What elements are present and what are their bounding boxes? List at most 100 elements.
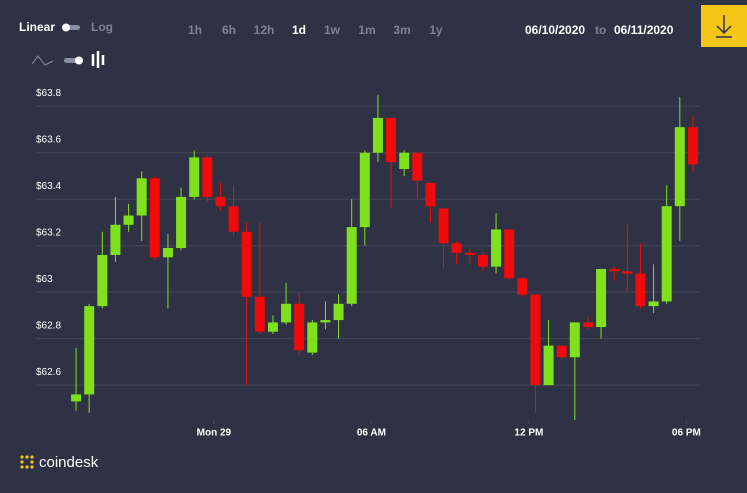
candle [477, 252, 488, 272]
download-icon [716, 15, 732, 38]
candle-body [110, 224, 121, 255]
candle [71, 347, 82, 411]
candle-body [123, 215, 134, 225]
candle [569, 322, 580, 420]
y-tick-label: $62.6 [36, 367, 61, 378]
candle-body [254, 296, 265, 332]
x-tick-label: 06 AM [357, 428, 386, 439]
candle [97, 231, 108, 309]
candle [556, 345, 567, 360]
candle-body [661, 206, 672, 302]
candle-body [136, 178, 147, 216]
candle [635, 243, 646, 309]
candle [241, 222, 252, 386]
candle-body [97, 255, 108, 307]
candle [320, 301, 331, 330]
download-button[interactable] [701, 5, 747, 47]
candle [543, 320, 554, 386]
candle-body [320, 320, 331, 323]
range-button[interactable]: 1d [292, 23, 306, 37]
candle [386, 117, 397, 209]
candle [372, 94, 383, 163]
candle-body [477, 255, 488, 267]
candle-icon[interactable] [91, 51, 105, 68]
candle-body [635, 273, 646, 307]
range-button[interactable]: 1w [324, 23, 341, 37]
candle [687, 115, 698, 172]
candle [228, 185, 239, 237]
date-from[interactable]: 06/10/2020 [525, 23, 585, 37]
log-label[interactable]: Log [91, 20, 113, 34]
candle [425, 182, 436, 223]
candle [136, 171, 147, 242]
candle-body [241, 231, 252, 297]
candle-body [176, 196, 187, 249]
candle-body [162, 248, 173, 258]
candle [123, 203, 134, 232]
candle [491, 213, 502, 274]
candle [333, 294, 344, 339]
y-tick-label: $62.8 [36, 320, 61, 331]
candle-body [517, 278, 528, 295]
candle [189, 150, 200, 200]
candle [661, 185, 672, 304]
scale-toggle[interactable] [62, 23, 80, 32]
candle [176, 187, 187, 251]
line-icon[interactable] [31, 55, 54, 66]
candle [438, 208, 449, 269]
candle [517, 278, 528, 297]
candle-body [215, 196, 226, 207]
y-tick-label: $63.4 [36, 181, 61, 192]
candle [294, 292, 305, 355]
candle-body [307, 322, 318, 353]
candle [609, 266, 620, 281]
range-button[interactable]: 1h [188, 23, 202, 37]
candle-body [359, 152, 370, 228]
candle [451, 241, 462, 265]
range-button[interactable]: 1y [429, 23, 443, 37]
candle-body [399, 152, 410, 170]
candle-body [346, 227, 357, 304]
candle [582, 315, 593, 330]
candle-body [674, 127, 685, 207]
candle [622, 224, 633, 293]
candle-body [438, 208, 449, 244]
candle-body [569, 322, 580, 358]
candle [149, 175, 160, 260]
candle [84, 303, 95, 414]
range-button[interactable]: 3m [393, 23, 410, 37]
candle-body [596, 268, 607, 328]
y-tick-label: $63 [36, 274, 53, 285]
candle-body [372, 117, 383, 153]
candle-body [543, 345, 554, 386]
candle-body [530, 294, 541, 386]
y-tick-label: $63.8 [36, 88, 61, 99]
candle-body [609, 268, 620, 272]
candle [281, 282, 292, 325]
candle [359, 150, 370, 246]
candle [267, 315, 278, 335]
candle [307, 320, 318, 355]
date-to[interactable]: 06/11/2020 [614, 23, 674, 37]
range-button[interactable]: 1m [358, 23, 375, 37]
candle [464, 248, 475, 265]
candle-body [281, 303, 292, 323]
candle-body [149, 178, 160, 258]
candle [504, 229, 515, 281]
candle [110, 196, 121, 262]
range-button[interactable]: 6h [222, 23, 236, 37]
candle [399, 150, 410, 176]
candle-body [333, 303, 344, 321]
candle [674, 96, 685, 242]
candle [596, 268, 607, 339]
candle [530, 294, 541, 414]
toggle-knob [62, 23, 70, 32]
type-toggle[interactable] [64, 56, 83, 65]
candle-body [228, 206, 239, 232]
y-tick-label: $63.2 [36, 227, 61, 238]
range-button[interactable]: 12h [254, 23, 275, 37]
linear-label[interactable]: Linear [19, 20, 55, 34]
brand-logo: coindesk [20, 454, 99, 471]
candle-body [451, 243, 462, 253]
